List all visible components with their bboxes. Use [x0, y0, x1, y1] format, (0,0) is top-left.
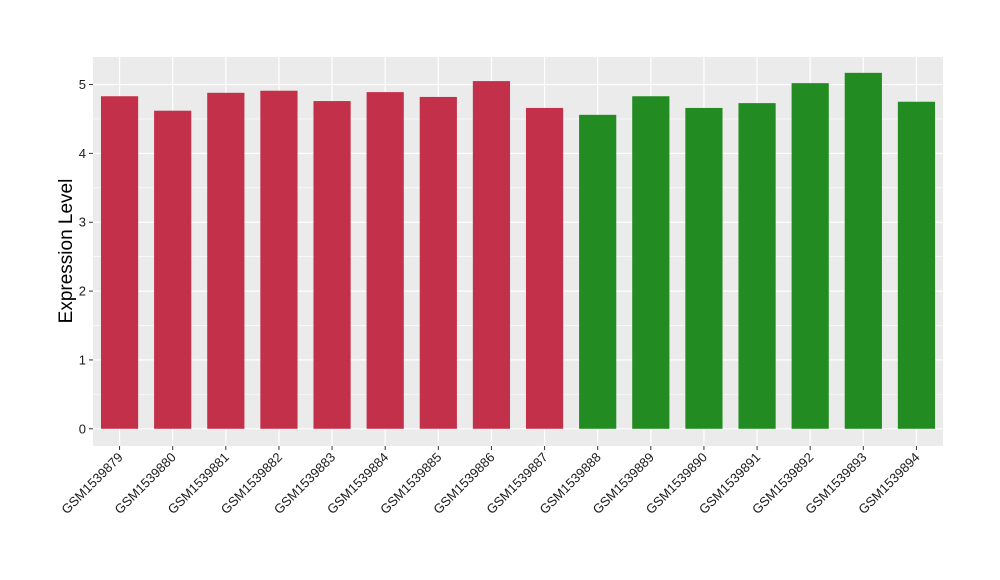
bar-gsm1539888	[579, 114, 617, 429]
bar-gsm1539884	[366, 92, 404, 429]
bar-gsm1539879	[100, 96, 139, 429]
x-axis: GSM1539879GSM1539880GSM1539881GSM1539882…	[58, 446, 923, 517]
y-tick-label: 0	[79, 421, 86, 436]
y-tick-label: 5	[79, 77, 86, 92]
y-tick-label: 1	[79, 352, 86, 367]
bar-gsm1539881	[207, 92, 245, 429]
bar-gsm1539894	[897, 101, 936, 429]
bar-gsm1539883	[313, 101, 351, 429]
bar-gsm1539887	[525, 107, 564, 429]
y-axis-title: Expression Level	[56, 179, 77, 324]
bar-gsm1539893	[844, 72, 882, 429]
bars	[100, 72, 936, 429]
bar-gsm1539886	[472, 81, 511, 429]
bar-gsm1539880	[154, 110, 192, 429]
bar-gsm1539890	[685, 107, 723, 429]
bar-gsm1539889	[632, 96, 670, 429]
y-tick-label: 4	[79, 146, 86, 161]
y-tick-label: 3	[79, 215, 86, 230]
bar-gsm1539882	[260, 90, 298, 429]
bar-gsm1539891	[738, 103, 776, 429]
bar-gsm1539892	[791, 83, 829, 429]
y-tick-label: 2	[79, 284, 86, 299]
bar-gsm1539885	[419, 96, 457, 429]
y-axis: 0 1 2 3 4 5	[79, 77, 93, 436]
